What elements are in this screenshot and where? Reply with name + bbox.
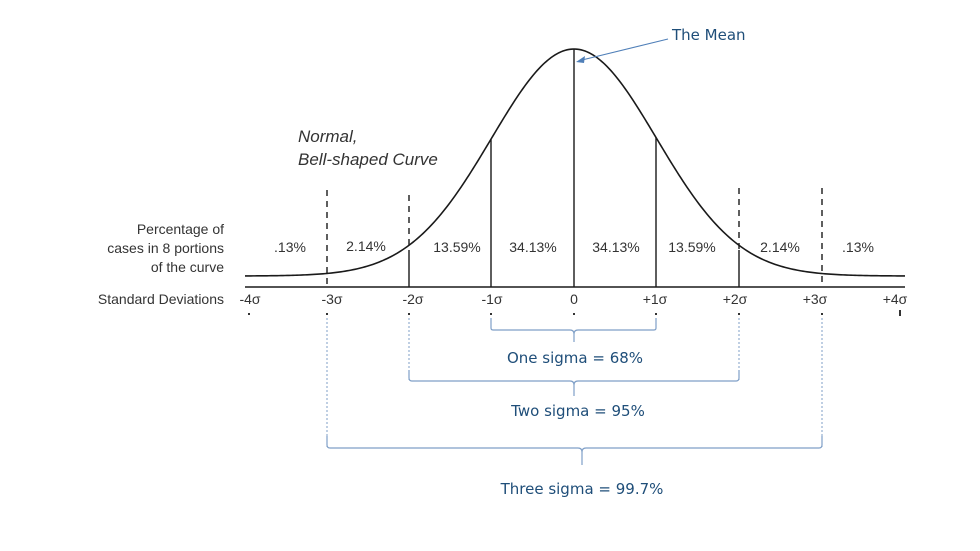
tick-dot [821, 313, 823, 315]
percentage-label: 2.14% [760, 239, 800, 255]
standard-deviations-label: Standard Deviations [98, 291, 224, 307]
tick-dots [248, 310, 901, 316]
one-sigma-bracket [490, 318, 657, 342]
sd-tick-label: -4σ [239, 291, 260, 307]
two-sigma-bracket [408, 370, 740, 396]
diagram-title-line1: Normal, [298, 127, 358, 146]
percentage-label-line2: cases in 8 portions [107, 240, 224, 256]
mean-label: The Mean [671, 26, 746, 44]
two-sigma-label: Two sigma = 95% [510, 402, 645, 420]
sd-tick-labels: -4σ -3σ -2σ -1σ 0 +1σ +2σ +3σ +4σ [239, 291, 907, 307]
percentage-labels: .13% 2.14% 13.59% 34.13% 34.13% 13.59% 2… [274, 238, 874, 255]
percentage-label-line1: Percentage of [137, 221, 224, 237]
percentage-label: 34.13% [592, 239, 639, 255]
sd-tick-label: 0 [570, 291, 578, 307]
percentage-label: 34.13% [509, 239, 556, 255]
percentage-label: .13% [274, 239, 306, 255]
percentage-row-label: Percentage of cases in 8 portions of the… [107, 221, 224, 275]
tick-dot [326, 313, 328, 315]
sd-tick-label: +4σ [883, 291, 908, 307]
tick-dot [738, 313, 740, 315]
percentage-label: 13.59% [433, 239, 480, 255]
percentage-label: 2.14% [346, 238, 386, 254]
one-sigma-label: One sigma = 68% [507, 349, 643, 367]
mean-arrow-line [581, 38, 669, 61]
tick-dot [490, 313, 492, 315]
sd-tick-label: +3σ [803, 291, 828, 307]
tick-dot [655, 313, 657, 315]
tick-dot [408, 313, 410, 315]
tick-dot [899, 310, 901, 316]
bell-curve [244, 48, 906, 277]
three-sigma-label: Three sigma = 99.7% [500, 480, 664, 498]
tick-dot [573, 313, 575, 315]
three-sigma-bracket [326, 436, 823, 465]
sd-tick-label: +2σ [723, 291, 748, 307]
tick-dot [248, 313, 250, 315]
diagram-title-line2: Bell-shaped Curve [298, 150, 438, 169]
sd-tick-label: -2σ [402, 291, 423, 307]
percentage-label: .13% [842, 239, 874, 255]
sd-tick-label: -1σ [481, 291, 502, 307]
percentage-label: 13.59% [668, 239, 715, 255]
sd-tick-label: -3σ [321, 291, 342, 307]
sd-tick-label: +1σ [643, 291, 668, 307]
guide-lines [326, 318, 823, 447]
mean-arrowhead-icon [576, 56, 585, 63]
percentage-label-line3: of the curve [151, 259, 224, 275]
